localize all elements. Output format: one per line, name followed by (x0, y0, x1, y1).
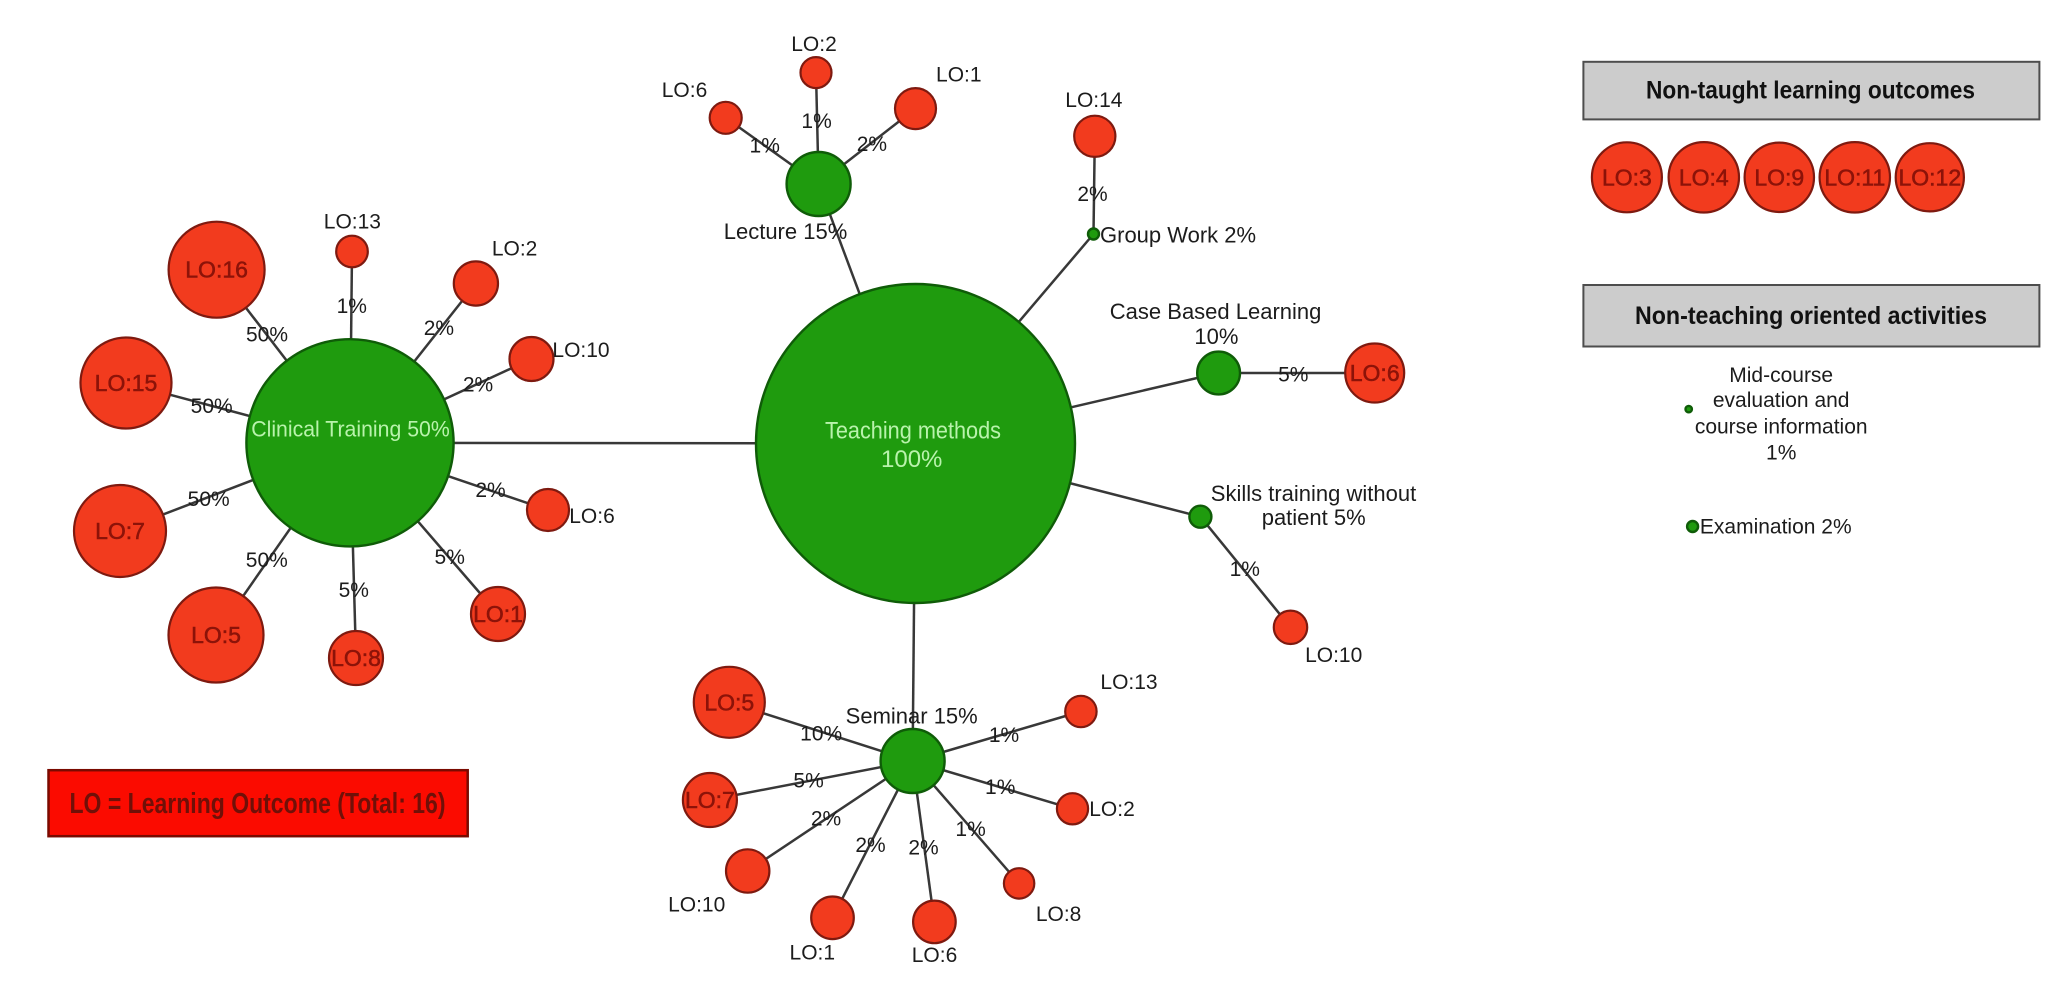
svg-text:Group Work 2%: Group Work 2% (1100, 223, 1256, 248)
svg-text:1%: 1% (989, 724, 1019, 747)
svg-text:10%: 10% (800, 722, 842, 745)
svg-text:LO:9: LO:9 (1754, 164, 1804, 190)
svg-text:2%: 2% (857, 133, 887, 156)
svg-text:5%: 5% (793, 770, 823, 793)
svg-text:LO:14: LO:14 (1065, 89, 1123, 112)
svg-text:LO:7: LO:7 (685, 787, 735, 813)
svg-text:Case Based Learning: Case Based Learning (1110, 299, 1322, 324)
svg-text:5%: 5% (1278, 363, 1308, 386)
svg-text:2%: 2% (855, 834, 885, 857)
svg-text:LO:1: LO:1 (473, 601, 523, 627)
svg-text:1%: 1% (985, 776, 1015, 799)
svg-text:LO:6: LO:6 (912, 944, 958, 967)
svg-text:50%: 50% (191, 395, 233, 418)
svg-text:LO:8: LO:8 (331, 645, 381, 671)
svg-text:1%: 1% (337, 295, 367, 318)
svg-text:10%: 10% (1194, 324, 1238, 349)
svg-text:50%: 50% (188, 488, 230, 511)
svg-text:LO:3: LO:3 (1602, 164, 1652, 190)
svg-text:LO:5: LO:5 (191, 622, 241, 648)
svg-text:Skills training without: Skills training without (1211, 481, 1416, 506)
svg-text:LO:6: LO:6 (569, 505, 615, 528)
svg-text:LO:12: LO:12 (1898, 164, 1961, 190)
svg-text:LO:8: LO:8 (1036, 903, 1082, 926)
svg-text:2%: 2% (424, 317, 454, 340)
svg-text:2%: 2% (811, 808, 841, 831)
svg-text:LO:10: LO:10 (1305, 644, 1362, 667)
svg-text:Non-taught learning outcomes: Non-taught learning outcomes (1646, 77, 1975, 105)
svg-text:50%: 50% (246, 549, 288, 572)
svg-text:LO:5: LO:5 (704, 689, 754, 715)
svg-text:LO:6: LO:6 (1350, 360, 1400, 386)
svg-text:evaluation and: evaluation and (1713, 389, 1850, 412)
svg-text:Mid-course: Mid-course (1729, 364, 1833, 387)
svg-text:LO:1: LO:1 (936, 64, 982, 87)
svg-text:Teaching methods: Teaching methods (825, 418, 1001, 445)
svg-text:LO:13: LO:13 (1100, 671, 1157, 694)
svg-text:50%: 50% (246, 324, 288, 347)
svg-text:2%: 2% (463, 374, 493, 397)
svg-text:LO:2: LO:2 (1089, 798, 1135, 821)
svg-text:1%: 1% (1766, 441, 1796, 464)
svg-text:LO:6: LO:6 (662, 79, 708, 102)
svg-text:LO = Learning Outcome (Total:: LO = Learning Outcome (Total: 16) (70, 788, 446, 820)
svg-text:Lecture 15%: Lecture 15% (724, 219, 848, 244)
svg-text:LO:2: LO:2 (791, 33, 837, 56)
svg-text:1%: 1% (801, 110, 831, 133)
svg-text:LO:16: LO:16 (185, 257, 248, 283)
svg-text:LO:13: LO:13 (324, 211, 381, 234)
svg-text:1%: 1% (750, 135, 780, 158)
svg-text:2%: 2% (475, 479, 505, 502)
svg-text:Clinical Training 50%: Clinical Training 50% (251, 417, 450, 442)
svg-text:2%: 2% (908, 837, 938, 860)
svg-text:LO:11: LO:11 (1824, 164, 1885, 190)
svg-text:Non-teaching oriented activiti: Non-teaching oriented activities (1635, 302, 1987, 330)
svg-text:LO:15: LO:15 (95, 370, 158, 396)
svg-text:100%: 100% (881, 446, 942, 473)
svg-text:patient 5%: patient 5% (1262, 505, 1366, 530)
svg-text:1%: 1% (955, 818, 985, 841)
svg-text:LO:10: LO:10 (668, 894, 725, 917)
svg-text:LO:4: LO:4 (1679, 164, 1729, 190)
svg-text:course information: course information (1695, 416, 1868, 439)
svg-text:5%: 5% (435, 546, 465, 569)
svg-text:Seminar 15%: Seminar 15% (846, 704, 978, 729)
svg-text:2%: 2% (1077, 183, 1107, 206)
svg-text:5%: 5% (339, 579, 369, 602)
svg-text:LO:2: LO:2 (492, 238, 538, 261)
svg-text:LO:10: LO:10 (552, 339, 609, 362)
svg-text:1%: 1% (1230, 558, 1260, 581)
svg-text:LO:1: LO:1 (790, 942, 836, 965)
svg-text:LO:7: LO:7 (95, 518, 145, 544)
svg-text:Examination 2%: Examination 2% (1700, 516, 1852, 539)
